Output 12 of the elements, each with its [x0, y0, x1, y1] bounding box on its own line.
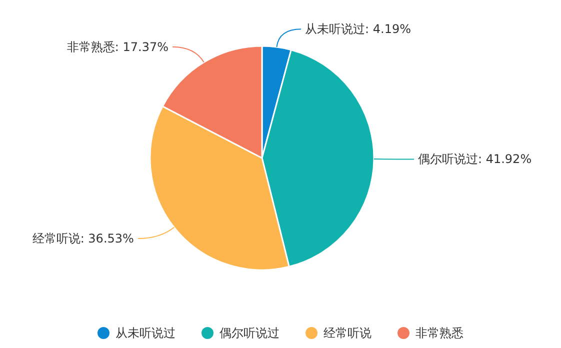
data-label: : 17.37%	[114, 40, 169, 54]
slice-label: 经常听说	[32, 232, 80, 246]
legend-label: 偶尔听说过	[220, 326, 280, 340]
slice-label: 从未听说过	[305, 22, 366, 36]
legend-label: 经常听说	[324, 326, 372, 340]
legend-label: 从未听说过	[116, 326, 176, 340]
data-label: : 41.92%	[478, 152, 532, 166]
legend-label: 非常熟悉	[416, 326, 464, 340]
slice-label: 偶尔听说过	[418, 152, 478, 166]
data-label: : 4.19%	[365, 22, 412, 36]
data-label: : 36.53%	[80, 232, 134, 246]
slice-label: 非常熟悉	[66, 40, 115, 54]
